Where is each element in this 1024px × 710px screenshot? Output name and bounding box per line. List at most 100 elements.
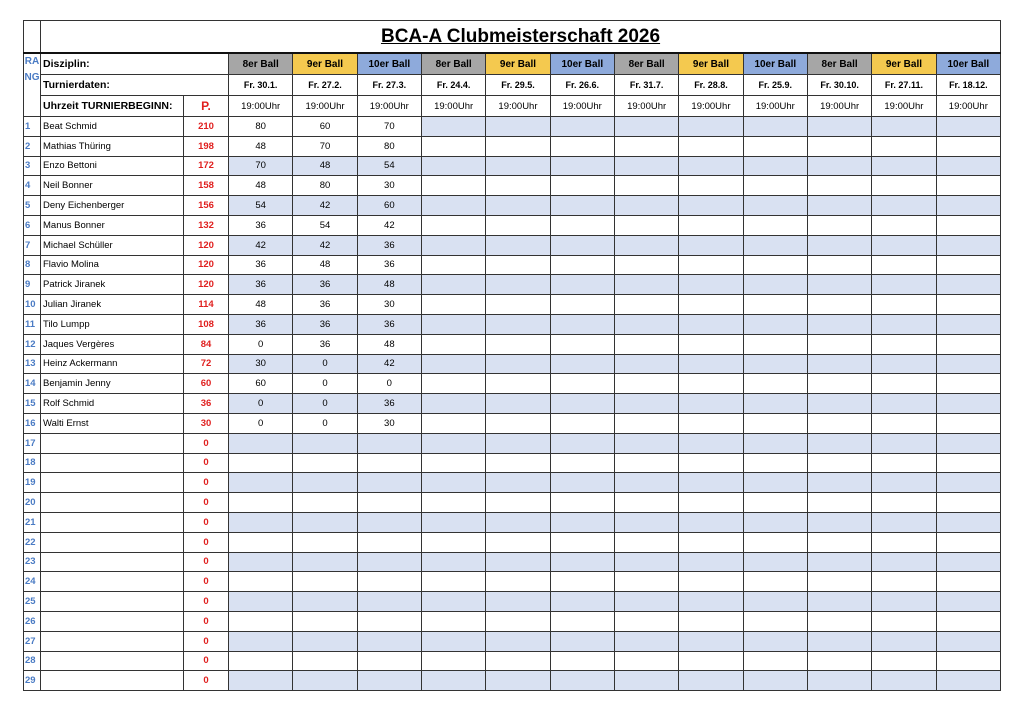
score [871, 591, 937, 612]
score [613, 670, 680, 692]
score [420, 234, 487, 256]
score [549, 591, 615, 612]
score [806, 155, 873, 177]
time: 19:00Uhr [227, 95, 294, 117]
score [549, 195, 615, 216]
score [678, 472, 744, 494]
score: 80 [356, 135, 422, 157]
rank: 29 [23, 670, 41, 692]
score [678, 610, 744, 632]
score [292, 472, 358, 494]
score [806, 432, 873, 454]
score [485, 353, 551, 375]
score [742, 650, 808, 672]
discipline: 9er Ball [292, 52, 358, 75]
player-name [40, 511, 184, 533]
player-name: Tilo Lumpp [40, 313, 184, 335]
points: 198 [183, 135, 229, 157]
row: 25 0 [23, 591, 1002, 612]
rank: 16 [23, 412, 41, 434]
score [292, 610, 358, 632]
player-name [40, 432, 184, 454]
score [613, 294, 680, 315]
date: Fr. 25.9. [742, 74, 808, 96]
score [613, 591, 680, 612]
score [549, 373, 615, 395]
score [935, 353, 1002, 375]
score [227, 551, 294, 573]
row: 15 Rolf Schmid 36 0 0 36 [23, 393, 1002, 414]
score: 60 [292, 116, 358, 137]
score [420, 353, 487, 375]
row: 7 Michael Schüller 120 42 42 36 [23, 234, 1002, 256]
score [806, 214, 873, 236]
score [871, 571, 937, 593]
row: 21 0 [23, 511, 1002, 533]
score [613, 234, 680, 256]
player-name [40, 650, 184, 672]
score [935, 452, 1002, 474]
player-name [40, 630, 184, 652]
score [613, 412, 680, 434]
score [742, 155, 808, 177]
score [227, 531, 294, 553]
score [613, 610, 680, 632]
score: 42 [356, 214, 422, 236]
score [485, 670, 551, 692]
score [420, 313, 487, 335]
score [485, 214, 551, 236]
score [420, 650, 487, 672]
score [678, 670, 744, 692]
score [935, 571, 1002, 593]
score: 0 [227, 393, 294, 414]
score [227, 650, 294, 672]
score [806, 254, 873, 276]
score [227, 492, 294, 513]
points: 132 [183, 214, 229, 236]
score [742, 571, 808, 593]
score [935, 254, 1002, 276]
row: 27 0 [23, 630, 1002, 652]
score [806, 670, 873, 692]
discipline-label: Disziplin: [40, 52, 229, 75]
date: Fr. 30.10. [806, 74, 873, 96]
score [613, 472, 680, 494]
score [227, 571, 294, 593]
rank: 27 [23, 630, 41, 652]
score [871, 511, 937, 533]
score [292, 452, 358, 474]
score [356, 511, 422, 533]
score [549, 333, 615, 355]
score [935, 195, 1002, 216]
rank: 17 [23, 432, 41, 454]
score [549, 135, 615, 157]
date: Fr. 24.4. [420, 74, 487, 96]
score [871, 551, 937, 573]
score: 42 [292, 195, 358, 216]
score [613, 452, 680, 474]
points: 108 [183, 313, 229, 335]
score: 48 [292, 254, 358, 276]
score [420, 116, 487, 137]
time: 19:00Uhr [292, 95, 358, 117]
score [935, 116, 1002, 137]
score [935, 412, 1002, 434]
rank: 24 [23, 571, 41, 593]
score: 70 [356, 116, 422, 137]
score: 60 [356, 195, 422, 216]
score [485, 116, 551, 137]
score [549, 670, 615, 692]
score [613, 373, 680, 395]
score [549, 452, 615, 474]
score [549, 571, 615, 593]
score [420, 412, 487, 434]
score [356, 591, 422, 612]
player-name: Michael Schüller [40, 234, 184, 256]
score [935, 650, 1002, 672]
score [613, 551, 680, 573]
rank: 15 [23, 393, 41, 414]
score [549, 274, 615, 296]
score [678, 116, 744, 137]
score [549, 175, 615, 197]
score [420, 294, 487, 315]
